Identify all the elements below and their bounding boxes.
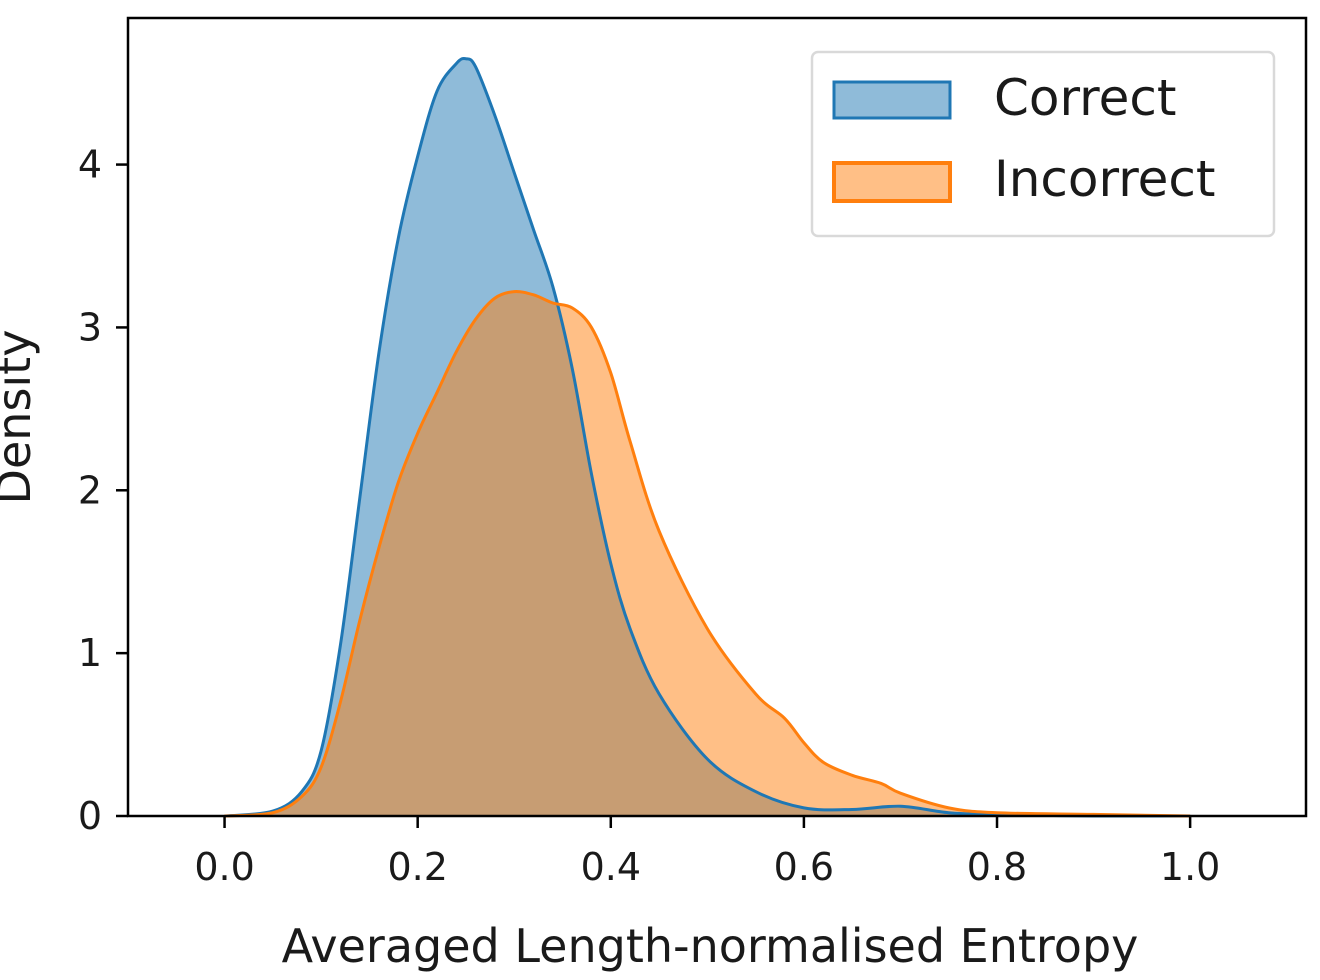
y-tick-label: 0	[78, 794, 102, 838]
y-tick-label: 2	[78, 468, 102, 512]
x-tick-label: 0.4	[581, 845, 641, 889]
x-tick-label: 0.8	[967, 845, 1027, 889]
y-axis-ticks: 0 1 2 3 4	[78, 143, 128, 838]
y-tick-label: 4	[78, 143, 102, 187]
legend-swatch-correct	[832, 80, 952, 120]
density-line-correct	[224, 56, 1191, 818]
x-tick-label: 0.6	[774, 845, 834, 889]
y-tick-label: 1	[78, 631, 102, 675]
x-axis-label: Averaged Length-normalised Entropy	[282, 919, 1139, 973]
legend-label-correct: Correct	[994, 69, 1177, 127]
y-tick-label: 3	[78, 305, 102, 349]
x-tick-label: 0.0	[194, 845, 254, 889]
legend-label-incorrect: Incorrect	[994, 150, 1216, 208]
x-tick-label: 0.2	[387, 845, 447, 889]
plot-area	[224, 56, 1191, 818]
density-line-incorrect	[224, 290, 1191, 818]
x-tick-label: 1.0	[1160, 845, 1220, 889]
y-axis-label: Density	[0, 330, 41, 505]
density-area-incorrect	[224, 291, 1191, 816]
x-axis-ticks: 0.0 0.2 0.4 0.6 0.8 1.0	[194, 816, 1220, 889]
legend-swatch-incorrect	[832, 161, 952, 203]
axes-frame	[126, 16, 1308, 818]
legend: Correct Incorrect	[810, 50, 1276, 238]
